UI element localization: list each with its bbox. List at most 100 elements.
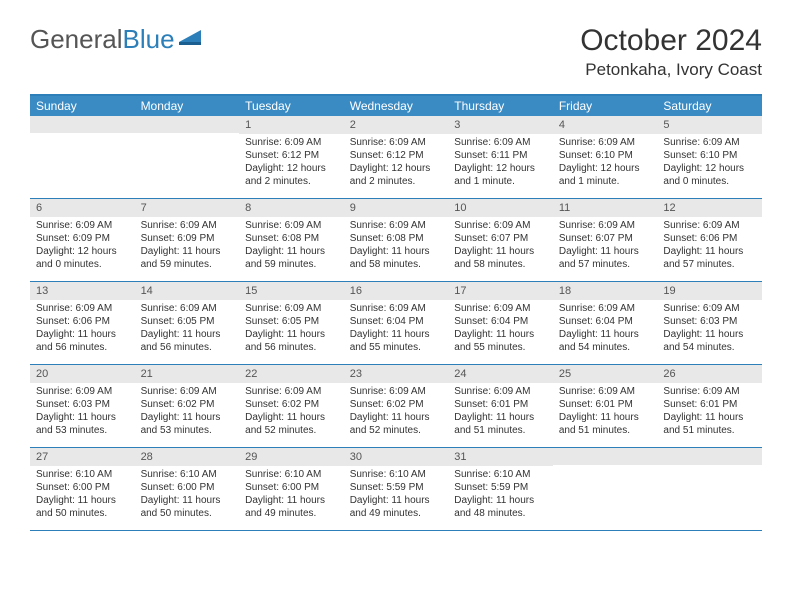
daylight-text: Daylight: 11 hours and 59 minutes. [245, 245, 338, 271]
day-cell: 17Sunrise: 6:09 AMSunset: 6:04 PMDayligh… [448, 282, 553, 364]
day-number: 8 [239, 199, 344, 217]
daylight-text: Daylight: 12 hours and 1 minute. [454, 162, 547, 188]
sunrise-text: Sunrise: 6:09 AM [350, 136, 443, 149]
sunrise-text: Sunrise: 6:10 AM [36, 468, 129, 481]
daylight-text: Daylight: 11 hours and 57 minutes. [559, 245, 652, 271]
sunrise-text: Sunrise: 6:09 AM [663, 219, 756, 232]
sunrise-text: Sunrise: 6:10 AM [141, 468, 234, 481]
sunrise-text: Sunrise: 6:09 AM [245, 219, 338, 232]
day-header: Saturday [657, 96, 762, 116]
day-body: Sunrise: 6:09 AMSunset: 6:09 PMDaylight:… [135, 217, 240, 275]
day-number: 5 [657, 116, 762, 134]
day-header: Friday [553, 96, 658, 116]
day-body: Sunrise: 6:10 AMSunset: 5:59 PMDaylight:… [344, 466, 449, 524]
day-body: Sunrise: 6:10 AMSunset: 5:59 PMDaylight:… [448, 466, 553, 524]
day-body: Sunrise: 6:10 AMSunset: 6:00 PMDaylight:… [239, 466, 344, 524]
title-block: October 2024 Petonkaha, Ivory Coast [580, 24, 762, 80]
sunset-text: Sunset: 6:10 PM [663, 149, 756, 162]
sunset-text: Sunset: 6:05 PM [141, 315, 234, 328]
daylight-text: Daylight: 11 hours and 51 minutes. [663, 411, 756, 437]
day-cell: 29Sunrise: 6:10 AMSunset: 6:00 PMDayligh… [239, 448, 344, 530]
day-body: Sunrise: 6:09 AMSunset: 6:04 PMDaylight:… [553, 300, 658, 358]
sunset-text: Sunset: 6:04 PM [454, 315, 547, 328]
day-body: Sunrise: 6:09 AMSunset: 6:08 PMDaylight:… [239, 217, 344, 275]
sunrise-text: Sunrise: 6:09 AM [663, 385, 756, 398]
day-number: 7 [135, 199, 240, 217]
sunrise-text: Sunrise: 6:09 AM [350, 385, 443, 398]
day-number: 19 [657, 282, 762, 300]
logo-word2: Blue [123, 24, 175, 54]
location: Petonkaha, Ivory Coast [580, 60, 762, 80]
day-cell: 22Sunrise: 6:09 AMSunset: 6:02 PMDayligh… [239, 365, 344, 447]
sunset-text: Sunset: 6:02 PM [245, 398, 338, 411]
day-cell: 1Sunrise: 6:09 AMSunset: 6:12 PMDaylight… [239, 116, 344, 198]
week-row: 27Sunrise: 6:10 AMSunset: 6:00 PMDayligh… [30, 448, 762, 531]
month-title: October 2024 [580, 24, 762, 58]
day-cell: 5Sunrise: 6:09 AMSunset: 6:10 PMDaylight… [657, 116, 762, 198]
sunset-text: Sunset: 5:59 PM [454, 481, 547, 494]
daylight-text: Daylight: 11 hours and 56 minutes. [245, 328, 338, 354]
day-number: 3 [448, 116, 553, 134]
day-number: 28 [135, 448, 240, 466]
sunrise-text: Sunrise: 6:09 AM [141, 219, 234, 232]
day-body: Sunrise: 6:09 AMSunset: 6:06 PMDaylight:… [657, 217, 762, 275]
sunrise-text: Sunrise: 6:09 AM [141, 302, 234, 315]
day-cell: 25Sunrise: 6:09 AMSunset: 6:01 PMDayligh… [553, 365, 658, 447]
flag-icon [177, 26, 205, 53]
day-header: Tuesday [239, 96, 344, 116]
sunset-text: Sunset: 6:12 PM [245, 149, 338, 162]
sunrise-text: Sunrise: 6:09 AM [454, 385, 547, 398]
day-cell: 9Sunrise: 6:09 AMSunset: 6:08 PMDaylight… [344, 199, 449, 281]
day-number: 1 [239, 116, 344, 134]
day-number: 20 [30, 365, 135, 383]
day-number: 18 [553, 282, 658, 300]
day-cell: 18Sunrise: 6:09 AMSunset: 6:04 PMDayligh… [553, 282, 658, 364]
daylight-text: Daylight: 12 hours and 0 minutes. [36, 245, 129, 271]
sunset-text: Sunset: 6:00 PM [245, 481, 338, 494]
day-body: Sunrise: 6:09 AMSunset: 6:03 PMDaylight:… [30, 383, 135, 441]
logo-text: GeneralBlue [30, 24, 175, 55]
daylight-text: Daylight: 12 hours and 0 minutes. [663, 162, 756, 188]
daylight-text: Daylight: 11 hours and 54 minutes. [559, 328, 652, 354]
day-header: Wednesday [344, 96, 449, 116]
sunrise-text: Sunrise: 6:09 AM [454, 219, 547, 232]
day-cell: 30Sunrise: 6:10 AMSunset: 5:59 PMDayligh… [344, 448, 449, 530]
daylight-text: Daylight: 11 hours and 51 minutes. [559, 411, 652, 437]
logo: GeneralBlue [30, 24, 205, 55]
sunrise-text: Sunrise: 6:09 AM [36, 385, 129, 398]
sunset-text: Sunset: 6:06 PM [36, 315, 129, 328]
day-number [657, 448, 762, 465]
day-cell: 14Sunrise: 6:09 AMSunset: 6:05 PMDayligh… [135, 282, 240, 364]
day-body: Sunrise: 6:09 AMSunset: 6:03 PMDaylight:… [657, 300, 762, 358]
day-cell: 11Sunrise: 6:09 AMSunset: 6:07 PMDayligh… [553, 199, 658, 281]
day-cell: 27Sunrise: 6:10 AMSunset: 6:00 PMDayligh… [30, 448, 135, 530]
sunset-text: Sunset: 6:12 PM [350, 149, 443, 162]
sunset-text: Sunset: 6:09 PM [36, 232, 129, 245]
day-number: 24 [448, 365, 553, 383]
sunrise-text: Sunrise: 6:09 AM [245, 136, 338, 149]
week-row: 13Sunrise: 6:09 AMSunset: 6:06 PMDayligh… [30, 282, 762, 365]
daylight-text: Daylight: 11 hours and 58 minutes. [454, 245, 547, 271]
day-number: 25 [553, 365, 658, 383]
daylight-text: Daylight: 11 hours and 50 minutes. [141, 494, 234, 520]
daylight-text: Daylight: 11 hours and 55 minutes. [350, 328, 443, 354]
calendar: SundayMondayTuesdayWednesdayThursdayFrid… [30, 94, 762, 531]
day-number: 11 [553, 199, 658, 217]
day-body: Sunrise: 6:09 AMSunset: 6:08 PMDaylight:… [344, 217, 449, 275]
day-body: Sunrise: 6:09 AMSunset: 6:04 PMDaylight:… [344, 300, 449, 358]
sunset-text: Sunset: 6:00 PM [141, 481, 234, 494]
day-number: 15 [239, 282, 344, 300]
sunrise-text: Sunrise: 6:10 AM [245, 468, 338, 481]
sunset-text: Sunset: 6:00 PM [36, 481, 129, 494]
sunset-text: Sunset: 6:01 PM [663, 398, 756, 411]
day-cell: 12Sunrise: 6:09 AMSunset: 6:06 PMDayligh… [657, 199, 762, 281]
sunset-text: Sunset: 5:59 PM [350, 481, 443, 494]
day-number: 31 [448, 448, 553, 466]
sunset-text: Sunset: 6:03 PM [36, 398, 129, 411]
sunset-text: Sunset: 6:08 PM [245, 232, 338, 245]
sunset-text: Sunset: 6:08 PM [350, 232, 443, 245]
sunset-text: Sunset: 6:04 PM [350, 315, 443, 328]
day-body: Sunrise: 6:09 AMSunset: 6:05 PMDaylight:… [239, 300, 344, 358]
daylight-text: Daylight: 11 hours and 52 minutes. [245, 411, 338, 437]
day-body: Sunrise: 6:09 AMSunset: 6:07 PMDaylight:… [448, 217, 553, 275]
